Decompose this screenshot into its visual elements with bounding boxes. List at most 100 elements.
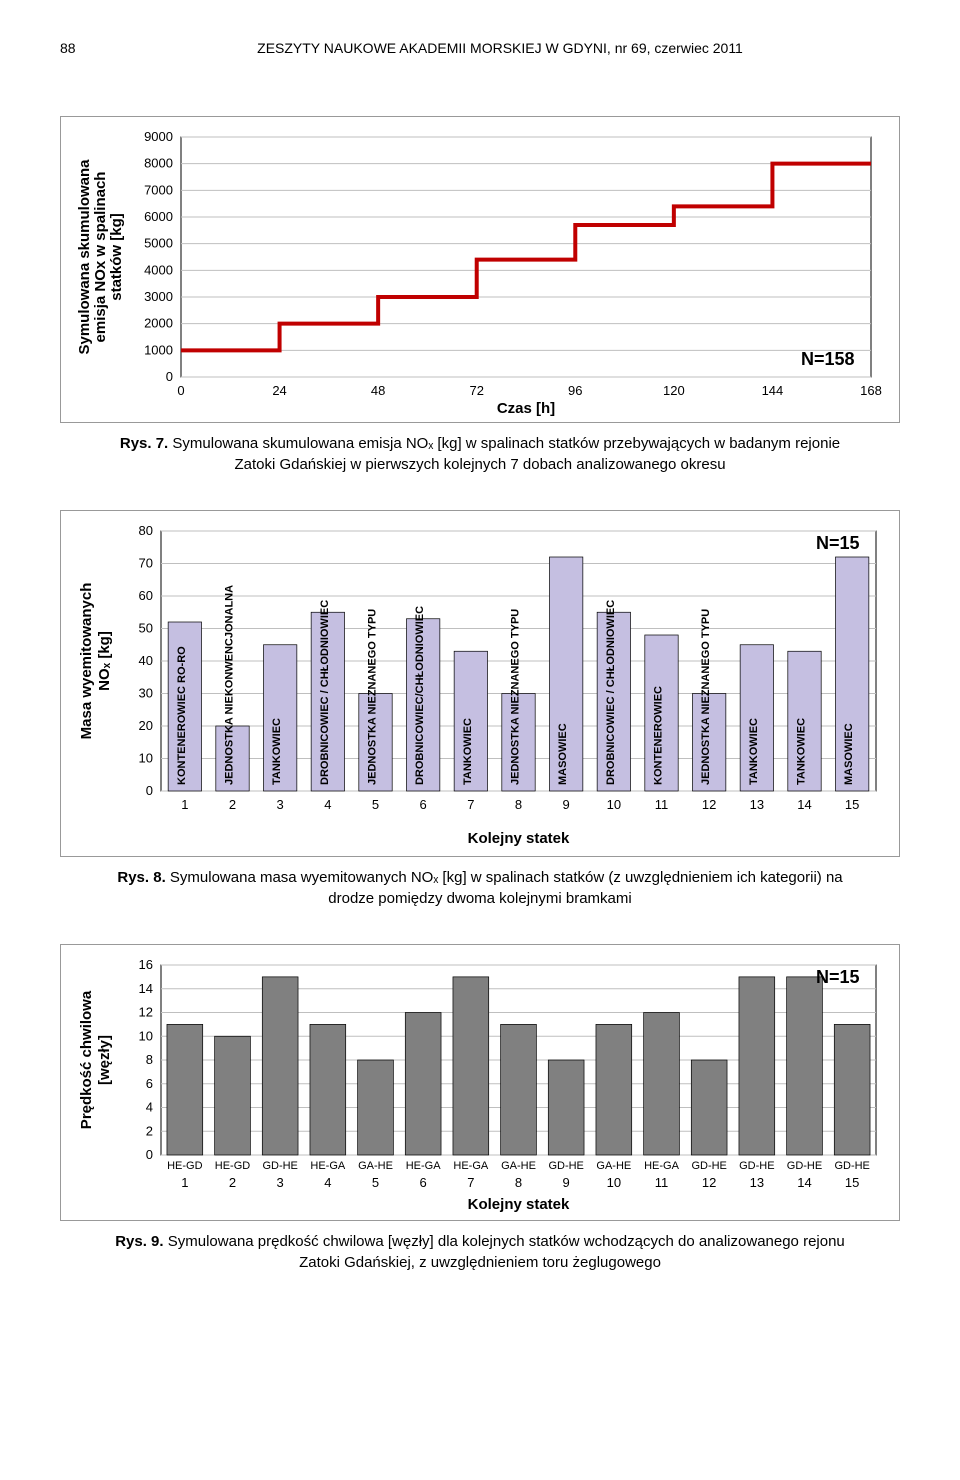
page-header: 88 ZESZYTY NAUKOWE AKADEMII MORSKIEJ W G… xyxy=(60,40,900,56)
svg-text:HE-GA: HE-GA xyxy=(310,1160,346,1172)
svg-text:TANKOWIEC: TANKOWIEC xyxy=(748,718,760,785)
svg-text:DROBNICOWIEC / CHŁODNIOWIEC: DROBNICOWIEC / CHŁODNIOWIEC xyxy=(319,600,331,785)
svg-text:5: 5 xyxy=(372,1175,379,1190)
journal-header: ZESZYTY NAUKOWE AKADEMII MORSKIEJ W GDYN… xyxy=(100,40,900,56)
svg-text:KONTENEROWIEC RO-RO: KONTENEROWIEC RO-RO xyxy=(176,646,188,785)
svg-text:0: 0 xyxy=(146,783,153,798)
svg-text:15: 15 xyxy=(845,797,859,812)
svg-text:0: 0 xyxy=(146,1147,153,1162)
chart3-svg: 0246810121416HE-GD1HE-GD2GD-HE3HE-GA4GA-… xyxy=(71,955,891,1215)
caption2: Rys. 8. Symulowana masa wyemitowanych NO… xyxy=(100,867,860,909)
svg-text:6: 6 xyxy=(420,797,427,812)
svg-text:144: 144 xyxy=(762,383,784,398)
svg-text:statków [kg]: statków [kg] xyxy=(108,213,125,301)
svg-text:TANKOWIEC: TANKOWIEC xyxy=(462,718,474,785)
svg-text:1000: 1000 xyxy=(144,342,173,357)
svg-text:12: 12 xyxy=(702,797,716,812)
svg-text:8: 8 xyxy=(515,1175,522,1190)
svg-text:20: 20 xyxy=(139,718,153,733)
svg-text:48: 48 xyxy=(371,383,385,398)
svg-text:MASOWIEC: MASOWIEC xyxy=(557,723,569,785)
svg-text:5000: 5000 xyxy=(144,236,173,251)
svg-text:2: 2 xyxy=(229,797,236,812)
svg-text:7: 7 xyxy=(467,797,474,812)
svg-text:14: 14 xyxy=(139,981,153,996)
svg-text:8: 8 xyxy=(146,1052,153,1067)
svg-text:GA-HE: GA-HE xyxy=(596,1160,631,1172)
caption2-text: Symulowana masa wyemitowanych NOₓ [kg] w… xyxy=(166,869,843,907)
svg-text:6: 6 xyxy=(420,1175,427,1190)
svg-text:JEDNOSTKA NIEKONWENCJONALNA: JEDNOSTKA NIEKONWENCJONALNA xyxy=(224,585,236,785)
chart1-container: 0100020003000400050006000700080009000024… xyxy=(60,116,900,423)
svg-text:JEDNOSTKA NIEZNANEGO TYPU: JEDNOSTKA NIEZNANEGO TYPU xyxy=(700,609,712,785)
svg-text:GD-HE: GD-HE xyxy=(691,1160,726,1172)
svg-text:GD-HE: GD-HE xyxy=(548,1160,583,1172)
svg-text:1: 1 xyxy=(181,1175,188,1190)
svg-text:N=158: N=158 xyxy=(801,349,855,369)
svg-text:GD-HE: GD-HE xyxy=(262,1160,297,1172)
svg-text:GD-HE: GD-HE xyxy=(834,1160,869,1172)
svg-text:72: 72 xyxy=(469,383,483,398)
svg-text:10: 10 xyxy=(607,797,621,812)
svg-text:2: 2 xyxy=(146,1123,153,1138)
svg-text:3000: 3000 xyxy=(144,289,173,304)
svg-text:Kolejny statek: Kolejny statek xyxy=(468,1196,570,1213)
svg-text:15: 15 xyxy=(845,1175,859,1190)
svg-text:13: 13 xyxy=(750,797,764,812)
svg-text:9: 9 xyxy=(563,797,570,812)
svg-text:96: 96 xyxy=(568,383,582,398)
chart2-container: 01020304050607080KONTENEROWIEC RO-RO1JED… xyxy=(60,510,900,857)
svg-text:HE-GA: HE-GA xyxy=(453,1160,489,1172)
svg-text:HE-GD: HE-GD xyxy=(215,1160,251,1172)
svg-text:6: 6 xyxy=(146,1076,153,1091)
svg-text:HE-GA: HE-GA xyxy=(644,1160,680,1172)
svg-text:7000: 7000 xyxy=(144,182,173,197)
chart2-svg: 01020304050607080KONTENEROWIEC RO-RO1JED… xyxy=(71,521,891,851)
svg-text:12: 12 xyxy=(702,1175,716,1190)
svg-text:9000: 9000 xyxy=(144,129,173,144)
svg-text:9: 9 xyxy=(563,1175,570,1190)
svg-text:168: 168 xyxy=(860,383,882,398)
svg-text:Symulowana skumulowana: Symulowana skumulowana xyxy=(76,159,93,355)
svg-text:JEDNOSTKA NIEZNANEGO TYPU: JEDNOSTKA NIEZNANEGO TYPU xyxy=(510,609,522,785)
svg-text:N=15: N=15 xyxy=(816,967,860,987)
svg-text:GA-HE: GA-HE xyxy=(358,1160,393,1172)
svg-text:30: 30 xyxy=(139,686,153,701)
svg-text:0: 0 xyxy=(177,383,184,398)
svg-text:N=15: N=15 xyxy=(816,533,860,553)
svg-text:8: 8 xyxy=(515,797,522,812)
svg-text:11: 11 xyxy=(655,1175,669,1190)
svg-text:2000: 2000 xyxy=(144,316,173,331)
svg-text:24: 24 xyxy=(272,383,286,398)
svg-text:HE-GA: HE-GA xyxy=(406,1160,442,1172)
caption3: Rys. 9. Symulowana prędkość chwilowa [wę… xyxy=(100,1231,860,1273)
svg-text:TANKOWIEC: TANKOWIEC xyxy=(271,718,283,785)
svg-text:12: 12 xyxy=(139,1005,153,1020)
svg-text:11: 11 xyxy=(655,797,669,812)
svg-text:8000: 8000 xyxy=(144,156,173,171)
svg-text:DROBNICOWIEC / CHŁODNIOWIEC: DROBNICOWIEC / CHŁODNIOWIEC xyxy=(605,600,617,785)
svg-text:MASOWIEC: MASOWIEC xyxy=(843,723,855,785)
svg-text:7: 7 xyxy=(467,1175,474,1190)
svg-text:GD-HE: GD-HE xyxy=(787,1160,822,1172)
svg-text:DROBNICOWIEC/CHŁODNIOWIEC: DROBNICOWIEC/CHŁODNIOWIEC xyxy=(414,606,426,785)
svg-text:10: 10 xyxy=(139,1028,153,1043)
caption3-text: Symulowana prędkość chwilowa [węzły] dla… xyxy=(164,1233,845,1271)
svg-text:Czas [h]: Czas [h] xyxy=(497,400,555,417)
svg-text:0: 0 xyxy=(166,369,173,384)
svg-text:10: 10 xyxy=(607,1175,621,1190)
svg-text:60: 60 xyxy=(139,588,153,603)
svg-text:GD-HE: GD-HE xyxy=(739,1160,774,1172)
caption1-text: Symulowana skumulowana emisja NOₓ [kg] w… xyxy=(168,435,840,473)
caption1-prefix: Rys. 7. xyxy=(120,435,168,452)
svg-text:Prędkość chwilowa: Prędkość chwilowa xyxy=(78,990,95,1129)
svg-text:Kolejny statek: Kolejny statek xyxy=(468,830,570,847)
svg-text:3: 3 xyxy=(277,1175,284,1190)
svg-text:KONTENEROWIEC: KONTENEROWIEC xyxy=(653,686,665,785)
svg-text:JEDNOSTKA NIEZNANEGO TYPU: JEDNOSTKA NIEZNANEGO TYPU xyxy=(367,609,379,785)
chart1-svg: 0100020003000400050006000700080009000024… xyxy=(71,127,891,417)
caption3-prefix: Rys. 9. xyxy=(115,1233,163,1250)
svg-text:TANKOWIEC: TANKOWIEC xyxy=(796,718,808,785)
svg-text:NOₓ [kg]: NOₓ [kg] xyxy=(96,631,113,691)
svg-text:80: 80 xyxy=(139,523,153,538)
